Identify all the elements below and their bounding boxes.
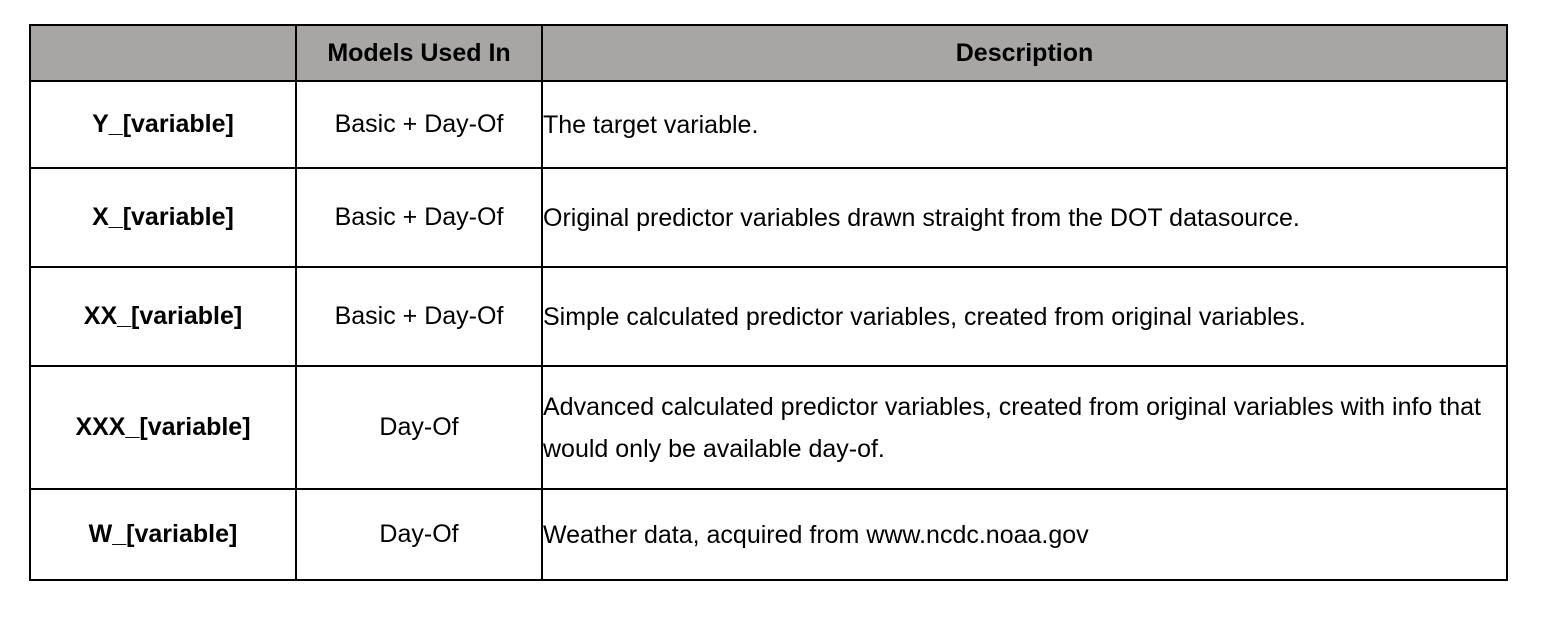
- models-used-cell: Basic + Day-Of: [295, 167, 543, 268]
- variable-name-cell: Y_[variable]: [29, 80, 297, 169]
- header-cell-models: Models Used In: [295, 24, 543, 82]
- variable-name-cell: XXX_[variable]: [29, 365, 297, 490]
- models-used-cell: Basic + Day-Of: [295, 266, 543, 367]
- variables-table: Models Used In Description Y_[variable] …: [29, 24, 1508, 581]
- description-cell: Original predictor variables drawn strai…: [541, 167, 1508, 268]
- table-row: W_[variable] Day-Of Weather data, acquir…: [29, 488, 1508, 581]
- table-row: Y_[variable] Basic + Day-Of The target v…: [29, 80, 1508, 169]
- description-cell: Weather data, acquired from www.ncdc.noa…: [541, 488, 1508, 581]
- models-used-cell: Basic + Day-Of: [295, 80, 543, 169]
- variable-name-cell: W_[variable]: [29, 488, 297, 581]
- header-cell-description: Description: [541, 24, 1508, 82]
- table-row: XXX_[variable] Day-Of Advanced calculate…: [29, 365, 1508, 490]
- table-row: X_[variable] Basic + Day-Of Original pre…: [29, 167, 1508, 268]
- models-used-cell: Day-Of: [295, 488, 543, 581]
- description-cell: The target variable.: [541, 80, 1508, 169]
- header-cell-name: [29, 24, 297, 82]
- models-used-cell: Day-Of: [295, 365, 543, 490]
- variable-name-cell: XX_[variable]: [29, 266, 297, 367]
- description-cell: Simple calculated predictor variables, c…: [541, 266, 1508, 367]
- table-row: XX_[variable] Basic + Day-Of Simple calc…: [29, 266, 1508, 367]
- variable-name-cell: X_[variable]: [29, 167, 297, 268]
- description-cell: Advanced calculated predictor variables,…: [541, 365, 1508, 490]
- header-row: Models Used In Description: [29, 24, 1508, 82]
